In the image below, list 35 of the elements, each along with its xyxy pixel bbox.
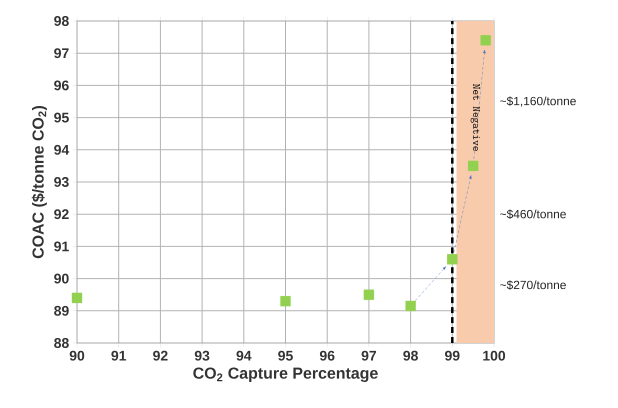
x-tick-label: 96	[320, 350, 334, 361]
x-tick-label: 98	[403, 350, 418, 361]
point	[364, 290, 374, 300]
x-tick-label: 91	[111, 350, 126, 361]
y-tick-label: 88	[54, 338, 69, 348]
x-tick-label: 95	[278, 350, 293, 361]
x-tick-label: 100	[483, 350, 506, 361]
point	[447, 254, 458, 264]
y-tick-label: 92	[54, 209, 69, 220]
x-tick-label: 97	[362, 350, 376, 361]
x-tick-label: 94	[236, 350, 252, 361]
y-tick-label: 94	[54, 144, 70, 155]
y-tick-label: 96	[54, 80, 69, 90]
point	[405, 300, 416, 312]
x-tick-label: 99	[445, 350, 460, 361]
x-axis-title: CO$_{2}$ Capture Percentage	[193, 368, 378, 382]
y-tick-label: 97	[54, 48, 69, 58]
y-tick-label: 98	[54, 16, 69, 26]
y-tick-label: 95	[54, 112, 69, 123]
text: ~$270/tonne	[500, 280, 566, 290]
text: ~$1,160/tonne	[500, 96, 576, 107]
y-tick-label: 90	[54, 274, 69, 284]
text: ~$460/tonne	[500, 209, 566, 220]
y-tick-label: 89	[54, 306, 69, 316]
point	[480, 35, 491, 46]
point	[72, 292, 82, 304]
x-tick-label: 93	[194, 350, 210, 361]
x-tick-label: 92	[153, 350, 168, 361]
point	[280, 296, 291, 306]
y-tick-label: 91	[54, 241, 69, 252]
y-tick-label: 93	[54, 177, 69, 187]
x-tick-label: 90	[70, 350, 84, 361]
band-label: Net Negative	[470, 84, 480, 151]
point	[468, 160, 478, 172]
y-axis-title: COAC ($/tonne CO$_{2}$)	[32, 106, 47, 258]
